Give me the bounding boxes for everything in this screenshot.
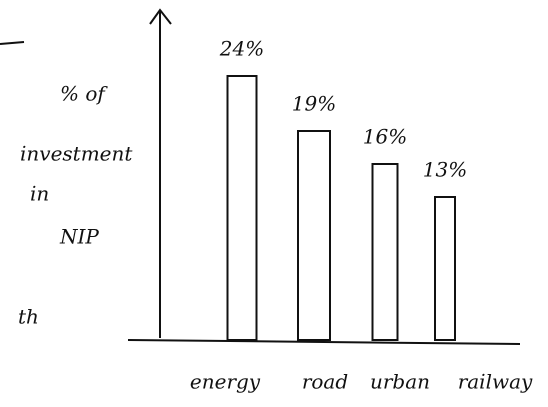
data-label: 24%	[219, 37, 264, 61]
y-axis-label: NIP	[59, 225, 99, 249]
x-tick-label: urban	[370, 370, 430, 394]
bar	[373, 164, 398, 340]
x-tick-label: railway	[458, 370, 533, 394]
x-tick-label: road	[302, 370, 348, 394]
data-label: 19%	[292, 92, 336, 116]
y-axis-label: investment	[20, 142, 133, 166]
y-axis-label: in	[30, 182, 49, 206]
y-axis-label: % of	[60, 82, 108, 106]
annotation: th	[18, 305, 39, 329]
data-label: 13%	[423, 158, 467, 182]
data-label: 16%	[363, 125, 407, 149]
page: th % of investment in NIP 24% energy 19% road 16…	[0, 0, 548, 407]
stray-stroke	[0, 42, 24, 44]
bar	[435, 197, 455, 340]
bar	[228, 76, 257, 340]
x-tick-label: energy	[190, 370, 261, 394]
chart: th % of investment in NIP 24% energy 19% road 16…	[0, 0, 548, 407]
bar	[298, 131, 330, 340]
